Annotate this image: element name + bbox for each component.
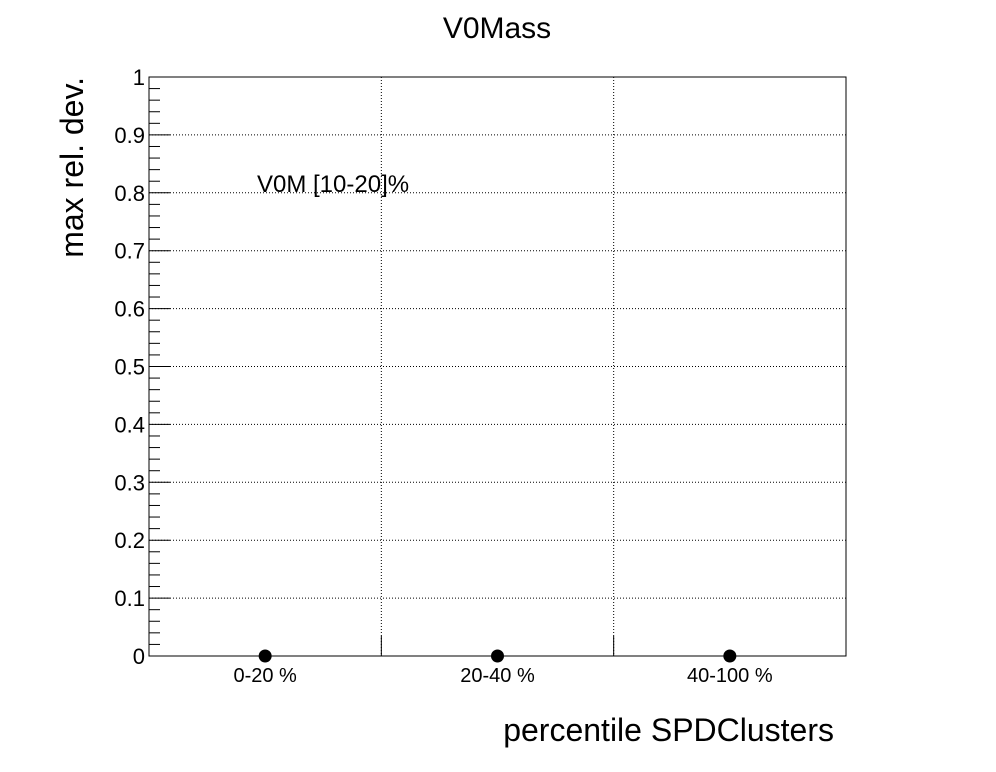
y-tick-label: 0.3 (114, 470, 145, 495)
y-tick-label: 0.5 (114, 355, 145, 380)
y-tick-label: 0.6 (114, 297, 145, 322)
x-tick-label: 20-40 % (460, 665, 535, 687)
y-tick-label: 0.4 (114, 412, 145, 437)
y-axis-label: max rel. dev. (54, 77, 90, 258)
y-tick-label: 0 (133, 644, 145, 669)
annotation-label: V0M [10-20]% (257, 171, 409, 198)
data-point (258, 649, 272, 663)
x-tick-label: 0-20 % (233, 665, 297, 687)
data-point (491, 649, 504, 663)
y-tick-label: 0.9 (114, 123, 145, 148)
y-tick-label: 0.7 (114, 239, 145, 264)
data-points (258, 649, 737, 663)
x-tick-label: 40-100 % (687, 665, 773, 687)
y-tick-label: 1 (133, 65, 145, 90)
x-axis: 0-20 % 20-40 % 40-100 % (233, 636, 773, 687)
grid-lines (149, 77, 846, 656)
data-point (723, 649, 737, 663)
y-tick-label: 0.8 (114, 181, 145, 206)
chart-title: V0Mass (443, 12, 551, 45)
y-tick-label: 0.1 (114, 586, 145, 611)
x-axis-label: percentile SPDClusters (503, 712, 834, 748)
y-axis: 0 0.1 0.2 0.3 0.4 0.5 0.6 0.7 0.8 0.9 1 (114, 65, 170, 669)
y-tick-label: 0.2 (114, 528, 145, 553)
